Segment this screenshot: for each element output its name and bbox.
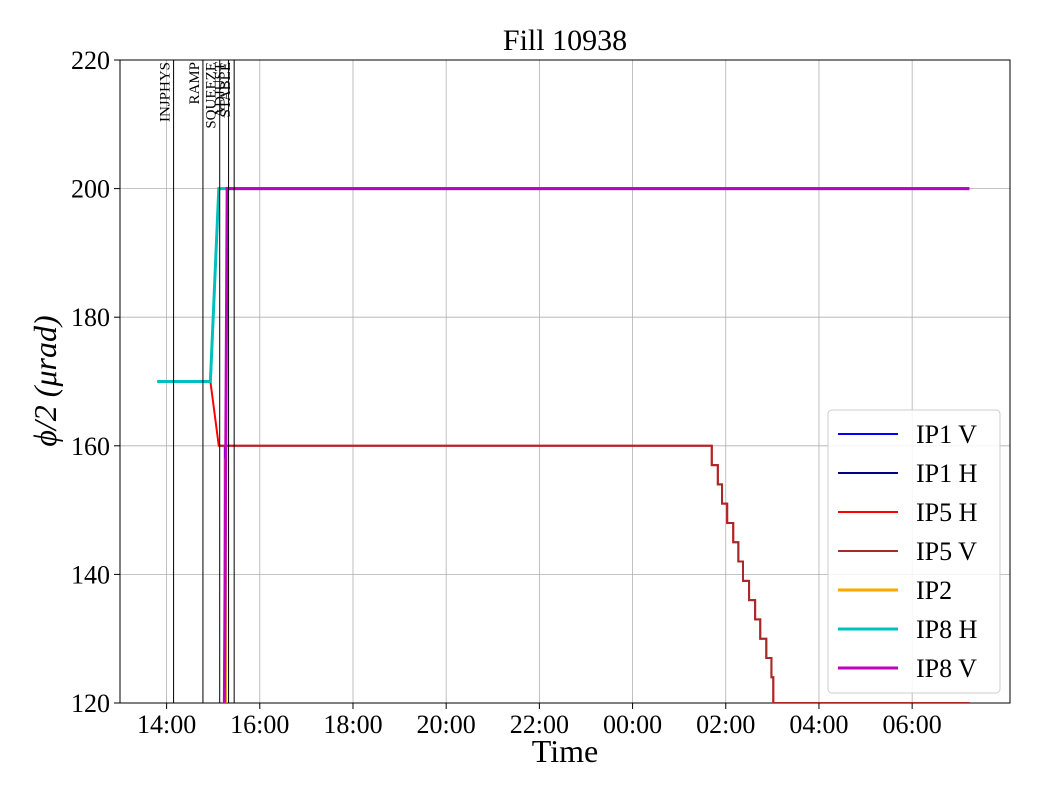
y-tick-label: 140 — [71, 560, 110, 589]
y-tick-label: 180 — [71, 303, 110, 332]
y-axis-label: ϕ/2 (μrad) — [27, 315, 63, 446]
event-label: SQUEEZE — [204, 62, 220, 129]
legend-label: IP8 H — [916, 615, 978, 644]
x-tick-label: 00:00 — [603, 710, 662, 739]
x-tick-label: 22:00 — [510, 710, 569, 739]
y-tick-label: 120 — [71, 689, 110, 718]
x-tick-label: 14:00 — [137, 710, 196, 739]
event-label: INJPHYS — [158, 62, 174, 122]
y-tick-label: 220 — [71, 46, 110, 75]
x-axis-label: Time — [532, 733, 598, 769]
event-label: ADJUST — [213, 62, 229, 118]
series-line — [222, 187, 970, 703]
legend-label: IP1 V — [916, 420, 977, 449]
x-tick-label: 06:00 — [883, 710, 942, 739]
legend-label: IP2 — [916, 576, 952, 605]
event-label: STABLE — [218, 62, 234, 117]
event-label: RAMP — [187, 62, 203, 105]
legend-label: IP8 V — [916, 654, 977, 683]
x-tick-label: 18:00 — [323, 710, 382, 739]
plot-frame — [119, 59, 1011, 704]
y-tick-label: 160 — [71, 432, 110, 461]
x-tick-label: 04:00 — [789, 710, 848, 739]
legend-label: IP1 H — [916, 459, 978, 488]
legend-label: IP5 H — [916, 498, 978, 527]
series-line — [157, 187, 970, 383]
x-tick-label: 16:00 — [230, 710, 289, 739]
x-tick-label: 20:00 — [417, 710, 476, 739]
legend-label: IP5 V — [916, 537, 977, 566]
series-line — [218, 444, 970, 703]
x-tick-label: 02:00 — [696, 710, 755, 739]
chart-title: Fill 10938 — [503, 24, 627, 57]
legend-box — [827, 409, 1001, 694]
y-tick-label: 200 — [71, 175, 110, 204]
